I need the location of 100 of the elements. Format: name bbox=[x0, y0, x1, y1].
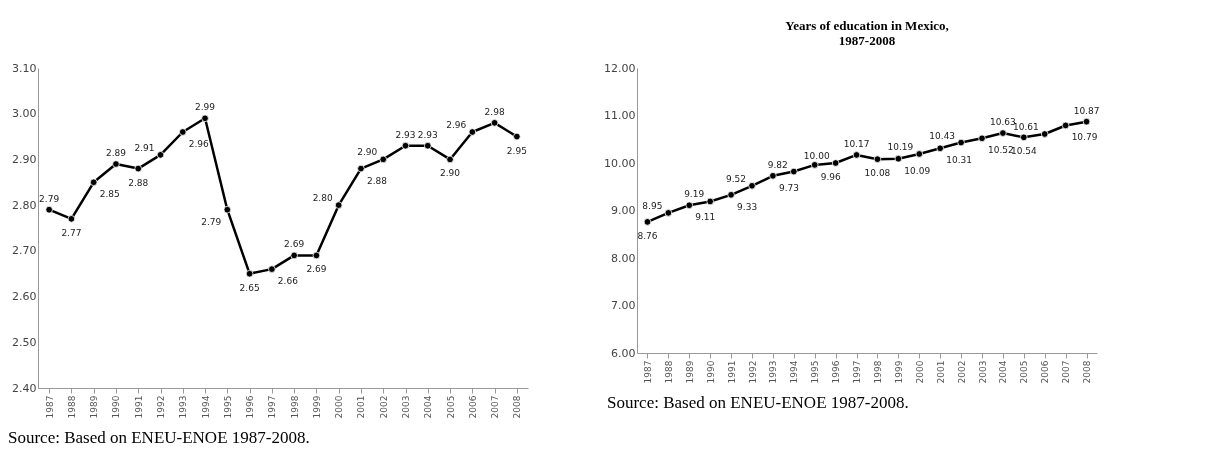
text: 2.90 bbox=[440, 168, 461, 179]
x-tick-label: 1998 bbox=[872, 360, 883, 384]
text: 10.17 bbox=[843, 138, 870, 149]
text: 9.52 bbox=[725, 173, 746, 184]
point bbox=[245, 269, 254, 278]
x-tick-label: 2001 bbox=[935, 360, 946, 384]
y-tick-label: 8.00 bbox=[611, 251, 636, 265]
x-tick-label: 2007 bbox=[490, 395, 501, 419]
point bbox=[810, 161, 819, 169]
point bbox=[873, 155, 882, 163]
text: 10.43 bbox=[929, 130, 956, 141]
x-tick-label: 1989 bbox=[89, 395, 100, 419]
point bbox=[769, 172, 777, 180]
point bbox=[401, 141, 410, 150]
source-note: Source: Based on ENEU-ENOE 1987-2008. bbox=[8, 428, 310, 447]
x-tick-label: 1988 bbox=[663, 360, 674, 384]
text: 2.77 bbox=[61, 227, 82, 238]
x-tick-label: 1992 bbox=[747, 360, 758, 384]
y-tick-label: 7.00 bbox=[611, 299, 636, 312]
text: 2.65 bbox=[239, 282, 260, 293]
text: 2.95 bbox=[506, 145, 527, 156]
y-tick-label: 11.00 bbox=[604, 109, 636, 122]
x-tick-label: 2007 bbox=[1061, 360, 1072, 384]
text: 2.88 bbox=[128, 177, 149, 188]
x-tick-label: 2002 bbox=[378, 395, 389, 419]
x-tick-label: 2002 bbox=[956, 360, 967, 384]
point bbox=[1040, 130, 1049, 138]
x-tick-label: 1990 bbox=[705, 360, 716, 384]
point bbox=[179, 128, 187, 136]
text: 2.99 bbox=[195, 102, 216, 113]
text: 2.93 bbox=[395, 129, 416, 140]
text: 2.80 bbox=[312, 193, 333, 204]
x-tick-label: 1998 bbox=[289, 395, 300, 419]
point bbox=[978, 134, 986, 143]
point bbox=[134, 164, 142, 173]
point bbox=[468, 128, 477, 136]
point bbox=[894, 154, 903, 163]
text: 8.95 bbox=[642, 200, 663, 211]
x-tick-label: 1997 bbox=[267, 395, 278, 419]
point bbox=[379, 155, 387, 164]
text: 2.79 bbox=[39, 193, 60, 204]
text: 10.00 bbox=[803, 151, 830, 161]
x-tick-label: 1997 bbox=[852, 360, 863, 384]
text: 2.98 bbox=[484, 106, 505, 117]
y-tick-label: 2.90 bbox=[12, 152, 37, 166]
point bbox=[490, 119, 499, 127]
text: 10.79 bbox=[1071, 132, 1098, 143]
x-tick-label: 2006 bbox=[1040, 360, 1051, 384]
x-tick-label: 1987 bbox=[642, 360, 653, 384]
text: 2.93 bbox=[417, 129, 438, 140]
x-tick-label: 2008 bbox=[512, 395, 523, 419]
x-tick-label: 1991 bbox=[133, 395, 144, 419]
point bbox=[748, 182, 756, 190]
text: 2.79 bbox=[201, 216, 222, 227]
chart-title: Years of education in Mexico, 1987-2008 bbox=[785, 18, 949, 48]
x-tick-label: 1994 bbox=[789, 360, 800, 384]
text: 2.69 bbox=[306, 264, 327, 275]
x-tick-label: 2000 bbox=[914, 360, 925, 384]
point bbox=[67, 215, 76, 223]
point bbox=[290, 251, 298, 260]
x-tick-label: 1995 bbox=[222, 395, 233, 419]
source-note: Source: Based on ENEU-ENOE 1987-2008. bbox=[607, 393, 909, 412]
x-tick-label: 2000 bbox=[334, 395, 345, 419]
x-tick-label: 2001 bbox=[356, 395, 367, 419]
x-tick-label: 1996 bbox=[245, 395, 256, 419]
text: 10.87 bbox=[1073, 105, 1100, 116]
point bbox=[831, 159, 840, 167]
point bbox=[89, 178, 98, 187]
x-tick-label: 2005 bbox=[1019, 360, 1030, 384]
point bbox=[201, 114, 209, 123]
y-tick-label: 2.40 bbox=[12, 381, 37, 395]
y-tick-label: 3.10 bbox=[12, 61, 37, 75]
x-tick-label: 1991 bbox=[726, 360, 737, 384]
point bbox=[112, 160, 120, 168]
x-tick-label: 1994 bbox=[200, 395, 211, 419]
text: 9.19 bbox=[684, 189, 705, 200]
x-tick-label: 2004 bbox=[998, 360, 1009, 384]
point bbox=[513, 132, 521, 141]
x-tick-label: 1989 bbox=[684, 360, 695, 384]
y-tick-label: 2.80 bbox=[12, 198, 37, 212]
point bbox=[1061, 121, 1070, 130]
point bbox=[334, 201, 343, 209]
x-tick-label: 2003 bbox=[977, 360, 988, 384]
point bbox=[685, 201, 694, 210]
text: 2.85 bbox=[99, 189, 120, 200]
point bbox=[223, 205, 232, 214]
x-tick-label: 1995 bbox=[810, 360, 821, 384]
x-tick-label: 2005 bbox=[445, 395, 456, 419]
text: 9.96 bbox=[820, 171, 841, 182]
point bbox=[156, 151, 165, 159]
text: 8.76 bbox=[637, 230, 658, 241]
text: 2.88 bbox=[366, 175, 387, 186]
x-tick-label: 1999 bbox=[893, 360, 904, 384]
point bbox=[312, 251, 321, 260]
y-tick-label: 2.60 bbox=[12, 290, 37, 304]
text: 10.19 bbox=[887, 141, 914, 152]
text: 2.66 bbox=[277, 276, 298, 287]
x-tick-label: 1996 bbox=[831, 360, 842, 384]
x-tick-label: 1987 bbox=[44, 395, 55, 419]
point bbox=[1082, 117, 1091, 126]
